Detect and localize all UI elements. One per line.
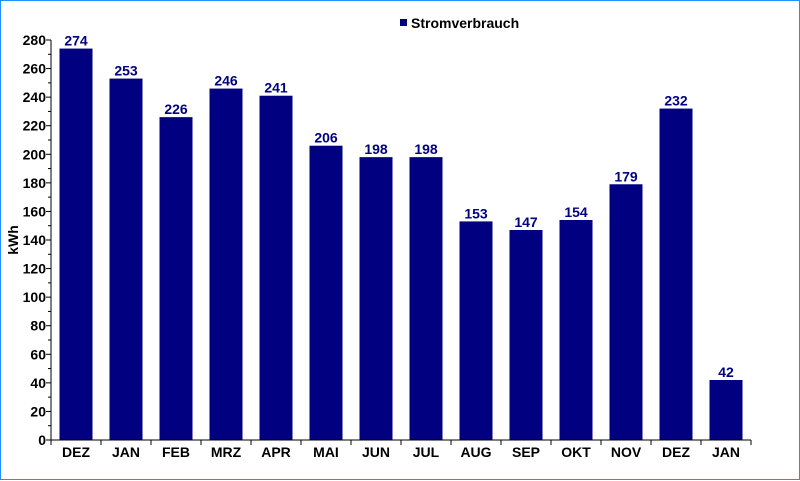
x-axis: DEZ JAN FEB MRZ APR MAI JUN JUL AUG SEP OKT NOV DEZ J…: [50, 439, 752, 460]
x-tick-label: OKT: [561, 444, 591, 460]
x-tick-label: JAN: [712, 444, 740, 460]
y-tick-label: 280: [23, 32, 47, 48]
x-tick-label: JUN: [362, 444, 390, 460]
data-label: 154: [564, 204, 588, 220]
x-tick-label: JUL: [413, 444, 440, 460]
bar-jan: [109, 78, 143, 441]
x-tick-label: NOV: [611, 444, 642, 460]
y-tick-label: 120: [23, 261, 47, 277]
data-label: 198: [364, 141, 388, 157]
y-tick-label: 20: [30, 403, 46, 419]
x-tick-label: JAN: [112, 444, 140, 460]
legend-label: Stromverbrauch: [411, 15, 519, 31]
bar-feb: [159, 117, 193, 441]
x-tick-label: MRZ: [211, 444, 242, 460]
y-tick-label: 240: [23, 89, 47, 105]
data-label: 179: [614, 168, 638, 184]
x-tick-label: DEZ: [62, 444, 90, 460]
data-label: 232: [664, 93, 688, 109]
bar-nov: [609, 184, 643, 440]
y-tick-label: 260: [23, 61, 47, 77]
x-tick-label: DEZ: [662, 444, 690, 460]
y-axis-label: kWh: [5, 225, 21, 255]
y-tick-label: 160: [23, 203, 47, 219]
x-tick-label: MAI: [313, 444, 339, 460]
data-label: 147: [514, 214, 538, 230]
y-tick-label: 60: [30, 346, 46, 362]
data-label: 253: [114, 63, 138, 79]
bar-mai: [309, 145, 343, 440]
bar-dez: [59, 48, 93, 440]
legend: Stromverbrauch: [400, 15, 519, 31]
data-label: 42: [718, 364, 734, 380]
data-label: 246: [214, 73, 238, 89]
bar-jan: [709, 380, 743, 440]
bar-apr: [259, 95, 293, 440]
x-tick-label: FEB: [162, 444, 190, 460]
y-tick-label: 100: [23, 289, 47, 305]
data-label: 153: [464, 205, 488, 221]
bars: 274 253 226 246 241 206 198 198 153 147 154 179 232 4…: [59, 33, 743, 441]
y-tick-label: 0: [38, 432, 46, 448]
data-label: 241: [264, 80, 288, 96]
bar-dez: [659, 108, 693, 441]
x-tick-label: AUG: [460, 444, 491, 460]
data-label: 206: [314, 130, 338, 146]
y-tick-label: 80: [30, 318, 46, 334]
bar-mrz: [209, 88, 243, 441]
bar-jul: [409, 157, 443, 440]
data-label: 274: [64, 33, 88, 49]
bar-sep: [509, 230, 543, 440]
data-label: 198: [414, 141, 438, 157]
bar-jun: [359, 157, 393, 440]
y-tick-label: 40: [30, 375, 46, 391]
x-tick-label: SEP: [512, 444, 540, 460]
y-axis: 0 20 40 60 80 100 120 140 160 180 200 220 240 260 280: [23, 32, 52, 448]
y-tick-label: 200: [23, 146, 47, 162]
x-tick-label: APR: [261, 444, 291, 460]
data-label: 226: [164, 101, 188, 117]
legend-swatch: [400, 19, 407, 26]
y-tick-label: 140: [23, 232, 47, 248]
bar-aug: [459, 221, 493, 440]
y-tick-label: 220: [23, 118, 47, 134]
y-tick-label: 180: [23, 175, 47, 191]
bar-okt: [559, 220, 593, 440]
